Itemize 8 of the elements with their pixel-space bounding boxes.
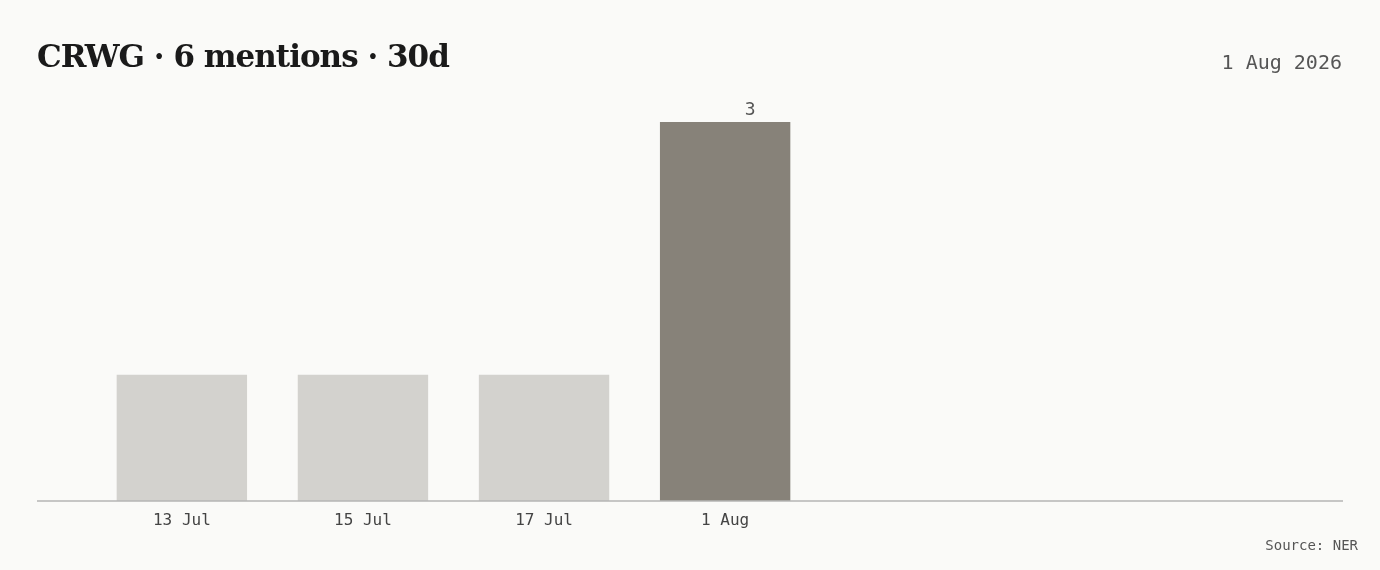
x-tick-label: 15 Jul — [334, 509, 392, 529]
chart-title: CRWG · 6 mentions · 30d — [37, 38, 449, 74]
data-label: 3 — [744, 98, 756, 119]
text: 1 Aug 2026 — [1221, 50, 1342, 74]
x-tick-label: 1 Aug — [701, 509, 750, 529]
x-tick-label: 17 Jul — [515, 509, 573, 529]
source-note: Source: NER — [1265, 537, 1358, 553]
x-tick-label: 13 Jul — [152, 509, 211, 529]
